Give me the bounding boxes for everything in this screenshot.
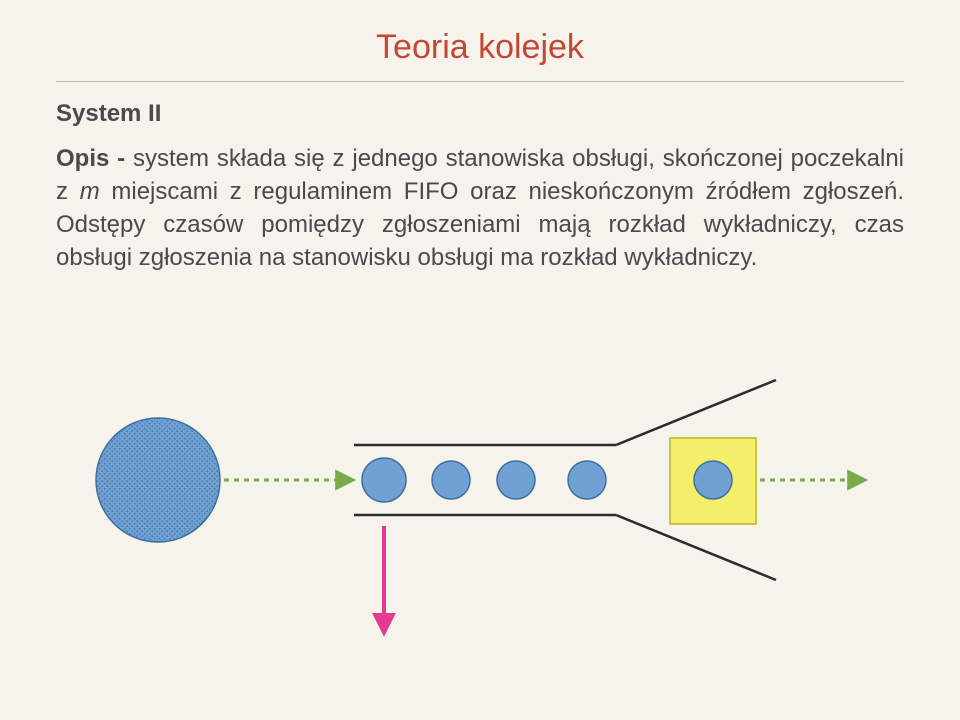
body-text: Opis - system składa się z jednego stano… xyxy=(56,142,904,274)
queue-item xyxy=(497,461,535,499)
source-node xyxy=(96,418,220,542)
queue-item xyxy=(568,461,606,499)
server-item xyxy=(694,461,732,499)
divider xyxy=(56,81,904,82)
page-title: Teoria kolejek xyxy=(56,28,904,67)
queue-diagram xyxy=(56,370,904,670)
section-subtitle: System II xyxy=(56,100,904,128)
queue-item xyxy=(432,461,470,499)
body-m: m xyxy=(80,178,100,205)
body-prefix: Opis - xyxy=(56,145,133,172)
queue-item xyxy=(362,458,406,502)
funnel-top xyxy=(616,380,776,445)
body-b: miejscami z regulaminem FIFO oraz niesko… xyxy=(56,178,904,271)
